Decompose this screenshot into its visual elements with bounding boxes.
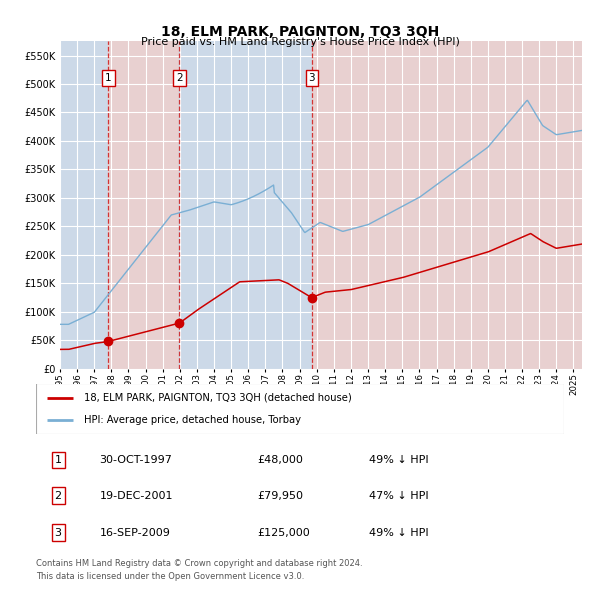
Text: 3: 3 [308,73,315,83]
Text: 16-SEP-2009: 16-SEP-2009 [100,527,170,537]
Text: 19-DEC-2001: 19-DEC-2001 [100,491,173,500]
Bar [109,41,179,369]
Text: 3: 3 [55,527,62,537]
FancyBboxPatch shape [36,384,564,434]
Text: 2: 2 [176,73,182,83]
Text: 1: 1 [55,455,62,465]
Text: £125,000: £125,000 [258,527,311,537]
Text: 18, ELM PARK, PAIGNTON, TQ3 3QH: 18, ELM PARK, PAIGNTON, TQ3 3QH [161,25,439,39]
Text: 1: 1 [105,73,112,83]
Bar [312,41,582,369]
Text: Price paid vs. HM Land Registry's House Price Index (HPI): Price paid vs. HM Land Registry's House … [140,37,460,47]
Text: £48,000: £48,000 [258,455,304,465]
Text: 30-OCT-1997: 30-OCT-1997 [100,455,172,465]
Text: Contains HM Land Registry data © Crown copyright and database right 2024.
This d: Contains HM Land Registry data © Crown c… [36,559,362,581]
Text: HPI: Average price, detached house, Torbay: HPI: Average price, detached house, Torb… [83,415,301,425]
Text: 47% ↓ HPI: 47% ↓ HPI [368,491,428,500]
Bar [179,41,312,369]
Text: 49% ↓ HPI: 49% ↓ HPI [368,527,428,537]
Text: 49% ↓ HPI: 49% ↓ HPI [368,455,428,465]
Bar [60,41,109,369]
Text: £79,950: £79,950 [258,491,304,500]
Text: 18, ELM PARK, PAIGNTON, TQ3 3QH (detached house): 18, ELM PARK, PAIGNTON, TQ3 3QH (detache… [83,392,351,402]
Text: 2: 2 [55,491,62,500]
